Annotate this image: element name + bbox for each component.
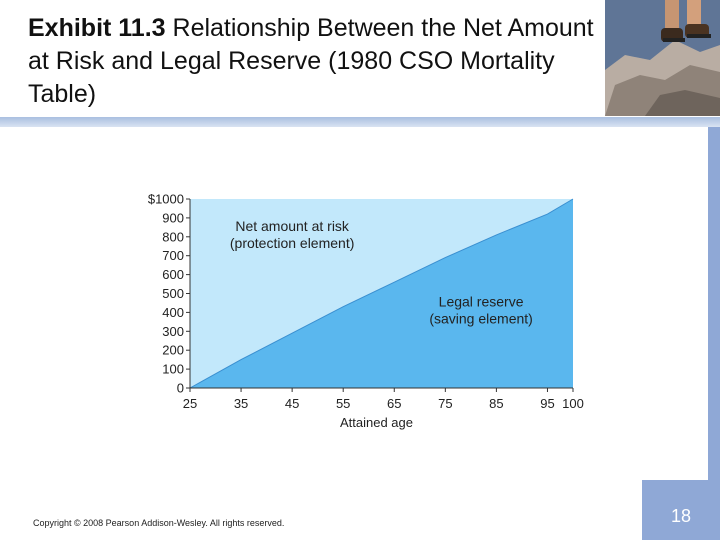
legal-reserve-line	[189, 198, 574, 389]
x-tick-label: 100	[562, 396, 584, 411]
net-amount-at-risk-area	[190, 199, 573, 388]
y-tick-label: 0	[177, 381, 184, 396]
y-tick-label: 500	[162, 286, 184, 301]
x-tick-label: 55	[336, 396, 350, 411]
page-number: 18	[670, 506, 692, 526]
y-tick-label: 800	[162, 229, 184, 244]
x-tick-label: 25	[183, 396, 197, 411]
x-tick-label: 95	[540, 396, 554, 411]
hiker-photo-icon	[605, 0, 720, 116]
x-tick-label: 85	[489, 396, 503, 411]
x-ticks: 25 35 45 55 65 75 85 95 100	[183, 388, 584, 411]
y-tick-label: 600	[162, 267, 184, 282]
side-bar	[708, 127, 720, 480]
copyright-text: Copyright © 2008 Pearson Addison-Wesley.…	[33, 518, 285, 528]
chart-annotation: Legal reserve (saving element)	[429, 294, 533, 327]
slide-title: Exhibit 11.3 Relationship Between the Ne…	[28, 12, 598, 111]
header-divider	[0, 117, 720, 127]
exhibit-title: Relationship Between the Net Amount at R…	[28, 14, 594, 108]
x-tick-label: 35	[234, 396, 248, 411]
y-tick-label: 100	[162, 362, 184, 377]
y-tick-label: 300	[162, 324, 184, 339]
y-ticks: 0 100 200 300 400 500 600 700 800 900 $1000	[148, 192, 190, 396]
page-number-box	[642, 480, 720, 540]
y-tick-label: 200	[162, 343, 184, 358]
x-tick-label: 45	[285, 396, 299, 411]
y-tick-label: 700	[162, 248, 184, 263]
y-tick-label: 900	[162, 210, 184, 225]
x-tick-label: 65	[387, 396, 401, 411]
legal-reserve-area	[190, 199, 573, 388]
annotations: Net amount at risk (protection element) Le…	[230, 218, 533, 327]
x-tick-label: 75	[438, 396, 452, 411]
x-axis-label: Attained age	[340, 415, 413, 430]
chart-annotation: Net amount at risk (protection element)	[230, 218, 355, 251]
exhibit-label: Exhibit 11.3	[28, 14, 166, 42]
y-tick-label: $1000	[148, 192, 184, 207]
y-tick-label: 400	[162, 305, 184, 320]
